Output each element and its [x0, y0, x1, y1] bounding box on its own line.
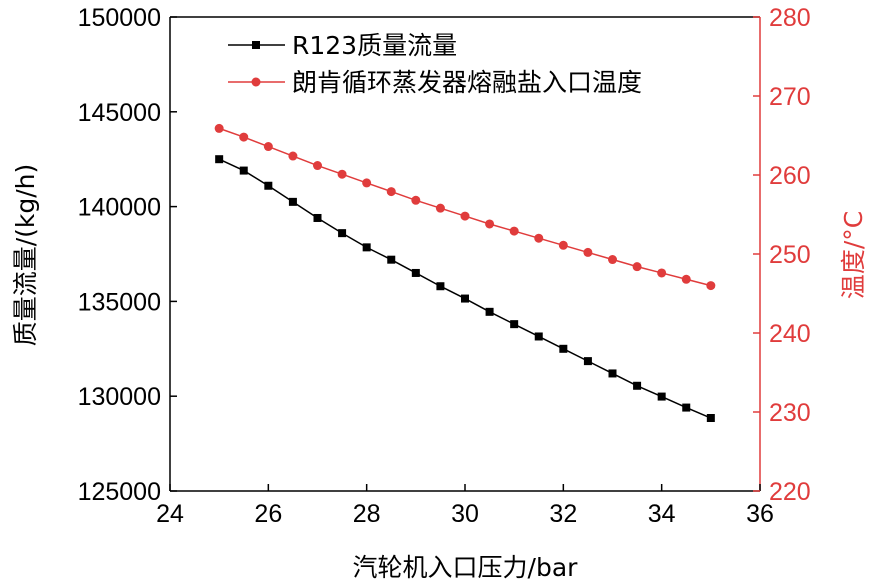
data-point-series-2 — [214, 123, 224, 133]
y-right-axis-ticks: 220 230 240 250 260 270 280 — [753, 4, 811, 506]
y-left-tick-label: 150000 — [78, 4, 161, 32]
y-right-tick-label: 220 — [769, 478, 811, 506]
data-point-series-2 — [632, 262, 642, 272]
data-point-series-1 — [706, 414, 715, 423]
data-point-series-1 — [682, 403, 691, 412]
y-left-tick-label: 135000 — [78, 288, 161, 316]
data-point-series-1 — [436, 282, 445, 291]
y-right-tick-label: 230 — [769, 399, 811, 427]
data-point-series-1 — [387, 255, 396, 264]
x-axis-ticks: 24 26 28 30 32 34 36 — [156, 484, 774, 528]
data-point-series-2 — [411, 195, 421, 205]
data-point-series-2 — [485, 219, 495, 229]
x-tick-label: 32 — [549, 500, 577, 528]
data-point-series-2 — [534, 233, 544, 243]
x-tick-label: 24 — [156, 500, 184, 528]
data-point-series-2 — [239, 132, 249, 142]
data-point-series-1 — [485, 307, 494, 316]
data-point-series-1 — [608, 369, 617, 378]
legend: R123质量流量 朗肯循环蒸发器熔融盐入口温度 — [228, 31, 642, 97]
data-point-series-1 — [288, 197, 297, 206]
x-tick-label: 28 — [353, 500, 381, 528]
data-point-series-2 — [313, 161, 322, 171]
legend-marker-series-2 — [251, 77, 261, 87]
x-tick-label: 34 — [648, 500, 676, 528]
data-point-series-1 — [583, 357, 592, 366]
y-right-tick-label: 270 — [769, 83, 811, 111]
data-point-series-2 — [337, 169, 347, 179]
y-left-tick-label: 140000 — [78, 194, 161, 222]
x-tick-label: 36 — [746, 500, 774, 528]
x-tick-label: 30 — [451, 500, 479, 528]
data-point-series-2 — [681, 274, 691, 284]
data-point-series-2 — [558, 240, 568, 250]
y-right-tick-label: 280 — [769, 4, 811, 32]
data-point-series-1 — [338, 229, 347, 238]
y-right-tick-label: 240 — [769, 320, 811, 348]
data-point-series-1 — [239, 166, 248, 175]
data-point-series-1 — [559, 344, 568, 353]
y-right-tick-label: 260 — [769, 162, 811, 190]
data-point-series-2 — [288, 151, 298, 161]
data-point-series-2 — [386, 187, 396, 197]
data-point-series-1 — [362, 243, 371, 252]
data-point-series-2 — [608, 255, 617, 265]
y-left-tick-label: 130000 — [78, 383, 161, 411]
y-left-axis-ticks: 125000 130000 135000 140000 145000 150000 — [78, 4, 177, 506]
x-tick-label: 26 — [254, 500, 282, 528]
y-right-tick-label: 250 — [769, 241, 811, 269]
data-point-series-1 — [215, 155, 224, 164]
data-point-series-2 — [583, 247, 593, 257]
data-point-series-1 — [510, 320, 519, 329]
y-left-tick-label: 145000 — [78, 99, 161, 127]
data-point-series-2 — [657, 268, 667, 278]
data-point-series-1 — [633, 381, 642, 390]
series-layer — [214, 123, 716, 423]
legend-label-series-2: 朗肯循环蒸发器熔融盐入口温度 — [292, 68, 642, 97]
data-point-series-2 — [706, 281, 716, 291]
y-right-axis-title: 温度/°C — [839, 211, 868, 299]
data-point-series-1 — [313, 213, 322, 222]
y-left-tick-label: 125000 — [78, 478, 161, 506]
data-point-series-1 — [264, 181, 273, 190]
data-point-series-2 — [509, 226, 519, 236]
y-left-axis-title: 质量流量/(kg/h) — [11, 164, 40, 347]
data-point-series-1 — [411, 268, 420, 277]
data-point-series-1 — [461, 294, 469, 303]
x-axis-title: 汽轮机入口压力/bar — [353, 553, 579, 582]
legend-label-series-1: R123质量流量 — [292, 31, 457, 60]
data-point-series-1 — [534, 332, 543, 341]
data-point-series-1 — [657, 392, 666, 401]
data-point-series-2 — [435, 203, 445, 213]
legend-marker-series-1 — [252, 41, 260, 49]
data-point-series-2 — [362, 178, 372, 188]
data-point-series-2 — [460, 211, 470, 221]
data-point-series-2 — [263, 142, 273, 152]
